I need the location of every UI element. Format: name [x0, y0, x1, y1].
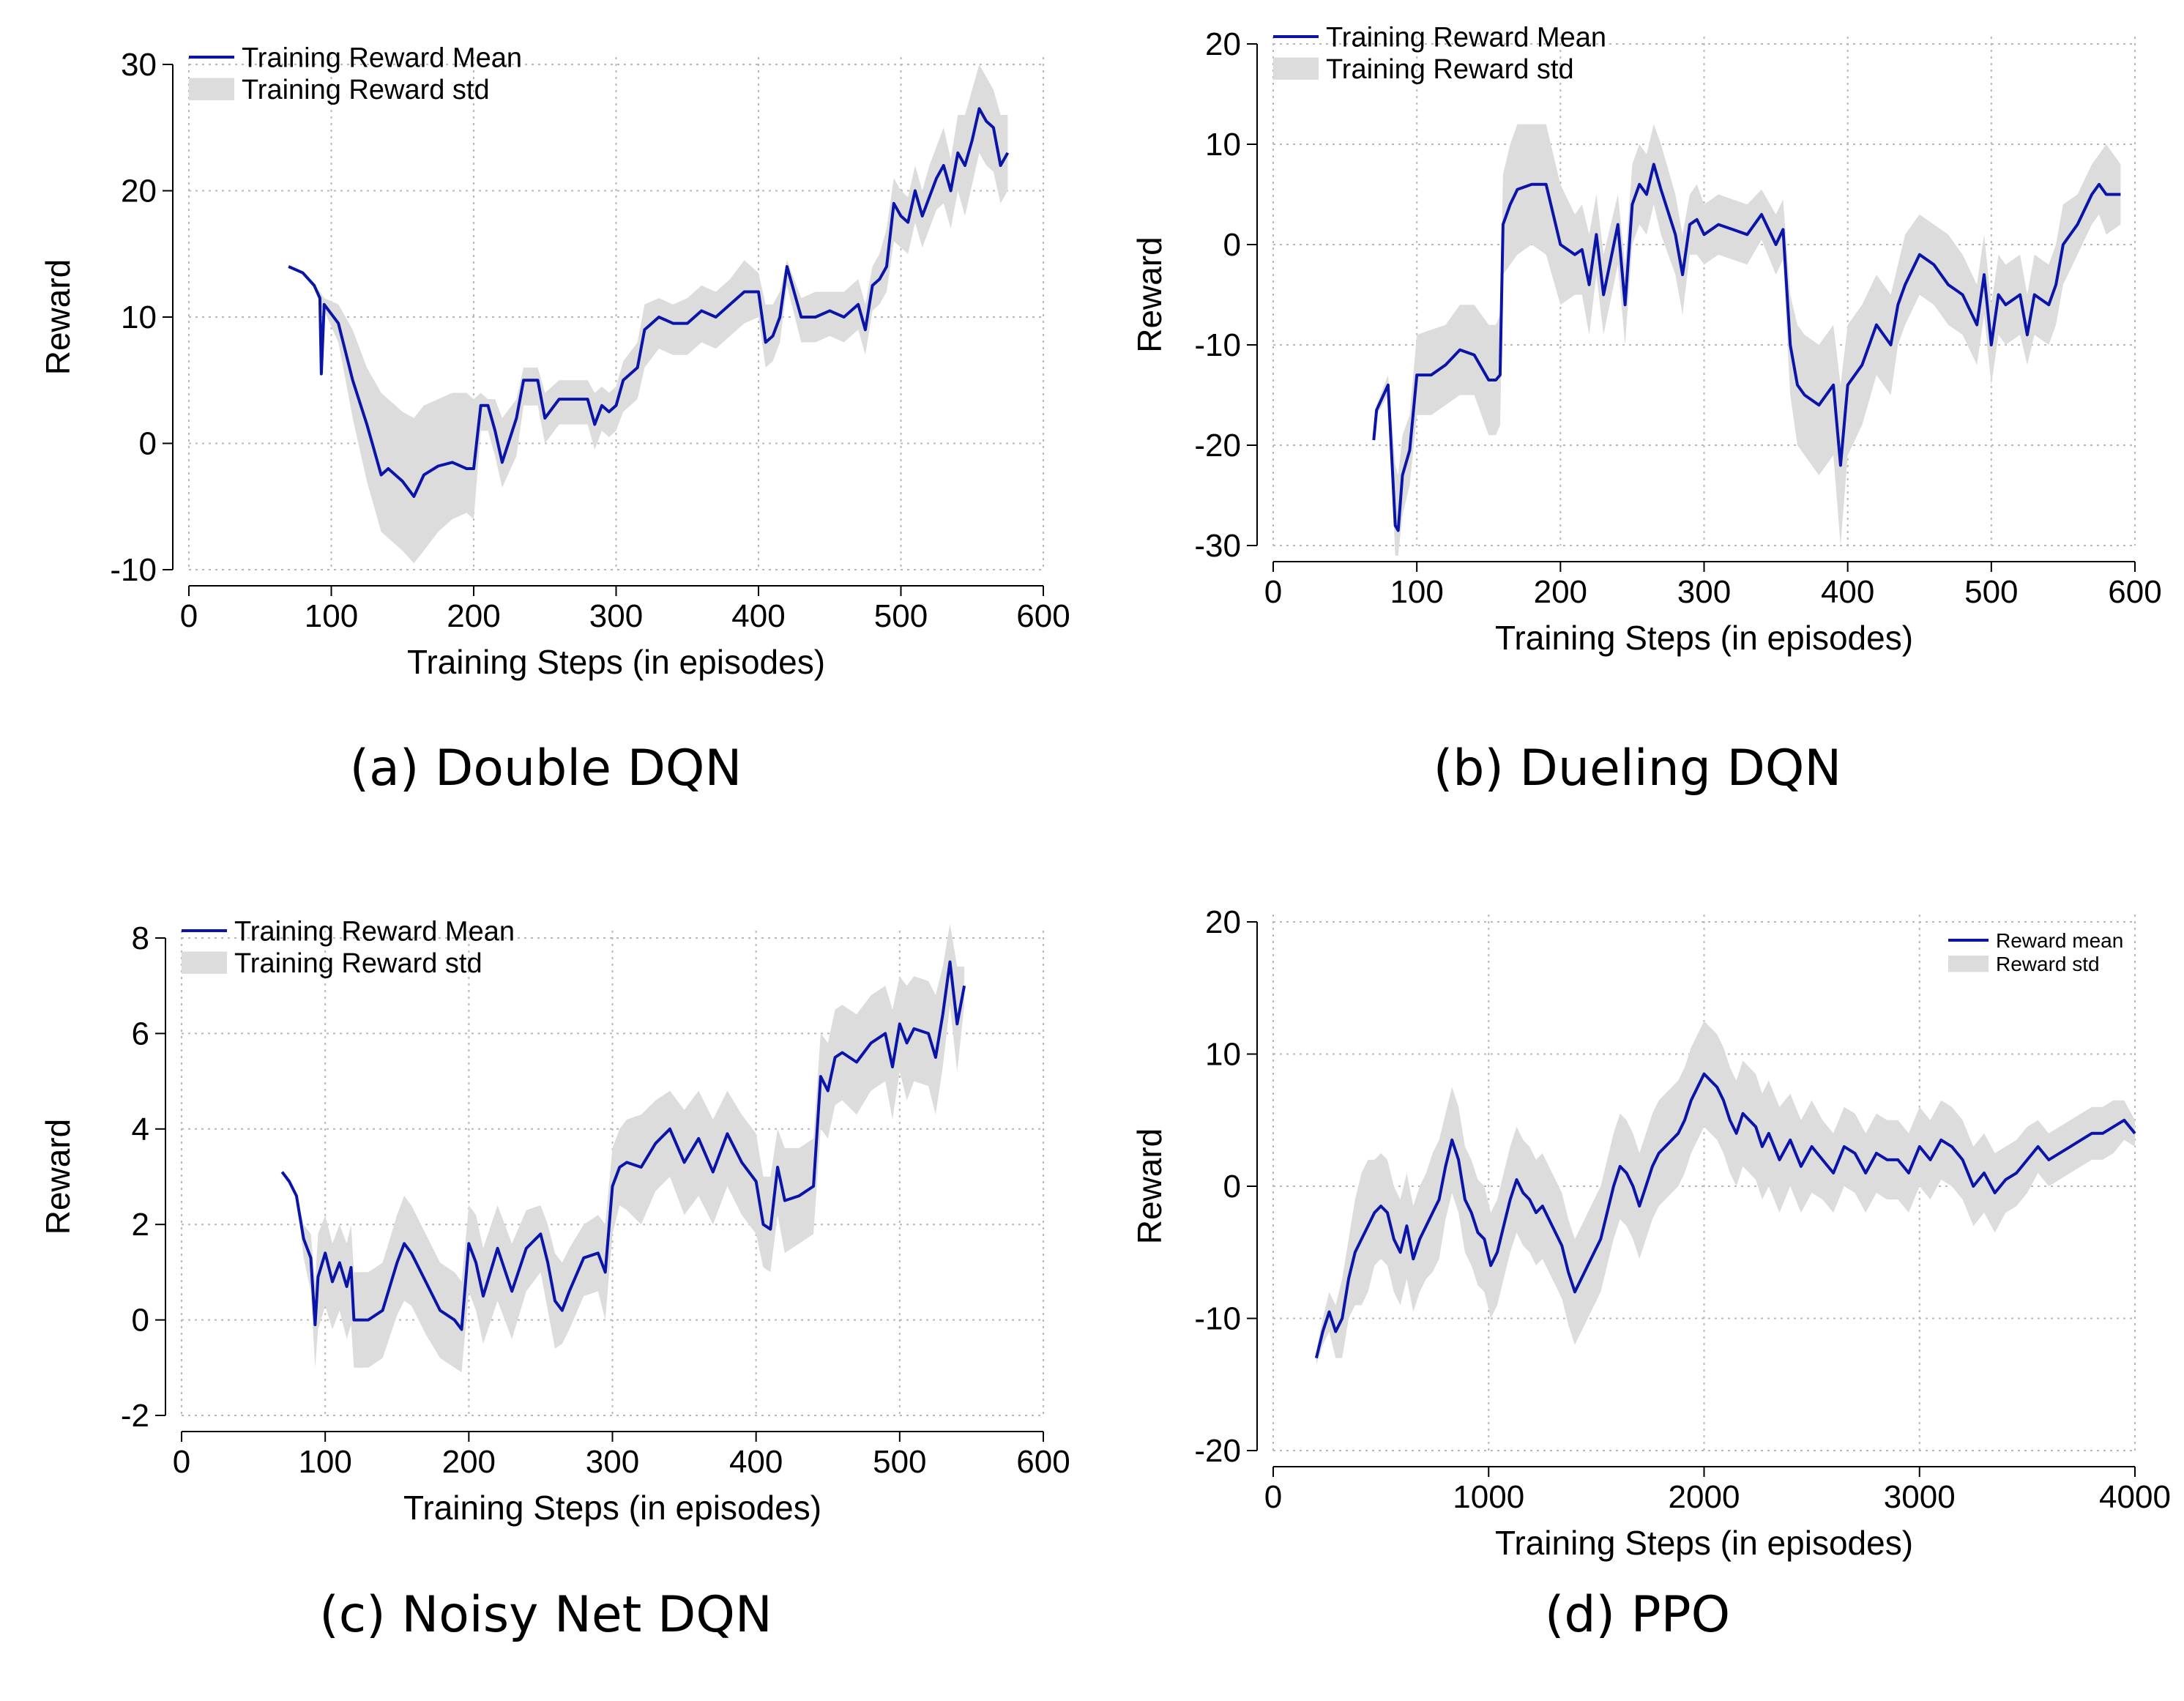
y-tick-label: 20 [1205, 26, 1241, 62]
x-tick-label: 2000 [1669, 1479, 1740, 1515]
x-tick-label: 200 [447, 598, 500, 634]
legend-std-label: Training Reward std [234, 948, 482, 979]
legend-std-label: Training Reward std [1326, 54, 1574, 85]
y-tick-label: 10 [1205, 127, 1241, 163]
x-tick-label: 100 [298, 1444, 351, 1480]
y-tick-label: -20 [1194, 1433, 1241, 1469]
x-tick-label: 400 [731, 598, 785, 634]
y-tick-label: -30 [1194, 528, 1241, 564]
std-band [1374, 124, 2121, 556]
y-axis-label: Reward [1130, 1128, 1169, 1245]
x-tick-label: 600 [2108, 574, 2161, 610]
x-tick-label: 0 [1264, 574, 1282, 610]
panel-ppo: 0 1000 2000 3000 4000 -20 -10 0 10 20 Training Ste… [1092, 850, 2183, 1700]
std-band [282, 923, 965, 1373]
y-tick-label: 0 [132, 1303, 149, 1339]
x-tick-label: 500 [1964, 574, 2018, 610]
x-tick-label: 400 [729, 1444, 783, 1480]
y-tick-label: -20 [1194, 428, 1241, 464]
legend-mean-label: Training Reward Mean [234, 916, 515, 947]
x-tick-label: 600 [1016, 1444, 1070, 1480]
x-tick-label: 1000 [1453, 1479, 1524, 1515]
y-tick-label: 0 [1223, 227, 1241, 263]
y-tick-label: 0 [139, 426, 157, 462]
y-axis-label: Reward [39, 259, 77, 376]
x-tick-label: 300 [586, 1444, 639, 1480]
y-axis-label: Reward [1130, 237, 1169, 353]
y-tick-label: -10 [1194, 327, 1241, 363]
mean-line [280, 960, 966, 1331]
y-tick-label: -2 [121, 1398, 149, 1434]
x-axis-label: Training Steps (in episodes) [407, 643, 825, 681]
x-tick-label: 500 [874, 598, 928, 634]
mean-line [288, 107, 1010, 498]
legend-std-swatch [189, 78, 234, 100]
legend-std-swatch [182, 951, 227, 974]
y-tick-label: -10 [110, 552, 157, 588]
mean-line [1314, 1072, 2136, 1359]
legend-std-swatch [1273, 57, 1319, 80]
panel-noisy-net-dqn: 0 100 200 300 400 500 600 -2 0 2 4 6 8 Training Steps… [0, 850, 1092, 1700]
y-tick-label: 4 [132, 1112, 149, 1147]
y-tick-label: 2 [132, 1207, 149, 1243]
legend-std-label: Training Reward std [242, 75, 490, 105]
y-tick-label: 6 [132, 1016, 149, 1052]
chart-ppo: 0 1000 2000 3000 4000 -20 -10 0 10 20 Training Ste… [1130, 904, 2171, 1562]
x-tick-label: 0 [180, 598, 198, 634]
y-tick-label: 10 [121, 299, 157, 335]
caption-ppo: (d) PPO [1544, 1586, 1731, 1644]
panel-dueling-dqn: 0 100 200 300 400 500 600 -30 -20 -10 0 10 20 Trainin… [1092, 0, 2183, 850]
mean-line [1372, 163, 2121, 532]
legend-mean-label: Reward mean [1996, 929, 2123, 952]
x-axis-label: Training Steps (in episodes) [1495, 1524, 1913, 1562]
legend-mean-label: Training Reward Mean [1326, 22, 1606, 53]
legend-std-swatch [1948, 956, 1989, 972]
x-tick-label: 100 [1390, 574, 1443, 610]
x-tick-label: 600 [1016, 598, 1070, 634]
x-tick-label: 200 [1534, 574, 1587, 610]
caption-double-dqn: (a) Double DQN [349, 740, 742, 797]
caption-dueling-dqn: (b) Dueling DQN [1433, 740, 1842, 797]
y-tick-label: 20 [1205, 904, 1241, 940]
chart-noisy-net-dqn: 0 100 200 300 400 500 600 -2 0 2 4 6 8 Training Steps… [39, 916, 1070, 1527]
std-band [288, 64, 1008, 564]
y-tick-label: 30 [121, 47, 157, 83]
x-tick-label: 200 [442, 1444, 496, 1480]
caption-noisy-net-dqn: (c) Noisy Net DQN [319, 1586, 772, 1644]
legend-std-label: Reward std [1996, 953, 2100, 975]
x-tick-label: 4000 [2099, 1479, 2171, 1515]
y-tick-label: 0 [1223, 1169, 1241, 1205]
x-tick-label: 500 [873, 1444, 926, 1480]
y-tick-label: -10 [1194, 1301, 1241, 1337]
x-tick-label: 300 [589, 598, 643, 634]
x-tick-label: 300 [1677, 574, 1731, 610]
y-tick-label: 10 [1205, 1037, 1241, 1073]
x-axis-label: Training Steps (in episodes) [403, 1489, 821, 1527]
y-axis-label: Reward [39, 1119, 77, 1235]
chart-double-dqn: 0 100 200 300 400 500 600 -10 0 10 20 30 Training St… [39, 42, 1070, 681]
x-tick-label: 0 [173, 1444, 190, 1480]
chart-dueling-dqn: 0 100 200 300 400 500 600 -30 -20 -10 0 10 20 Trainin… [1130, 22, 2162, 657]
x-tick-label: 400 [1821, 574, 1874, 610]
std-band [1316, 1021, 2135, 1365]
x-tick-label: 0 [1264, 1479, 1282, 1515]
x-tick-label: 100 [305, 598, 358, 634]
x-axis-label: Training Steps (in episodes) [1495, 619, 1913, 657]
legend-mean-label: Training Reward Mean [242, 42, 522, 73]
panel-double-dqn: 0 100 200 300 400 500 600 -10 0 10 20 30 Training St… [0, 0, 1092, 850]
x-tick-label: 3000 [1884, 1479, 1956, 1515]
y-tick-label: 20 [121, 174, 157, 209]
y-tick-label: 8 [132, 920, 149, 956]
